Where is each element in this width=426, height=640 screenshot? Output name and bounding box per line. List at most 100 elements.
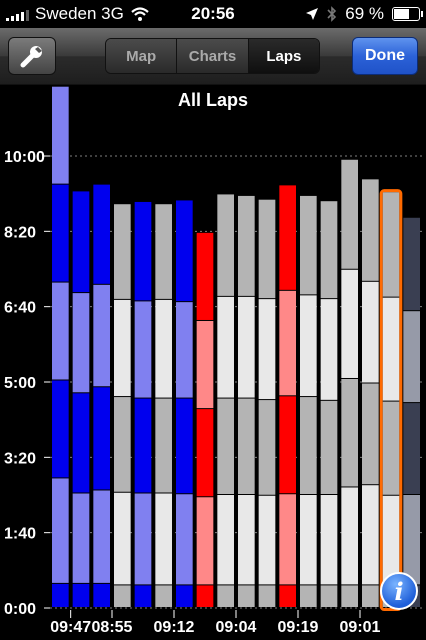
lap-bar-segment[interactable]	[362, 585, 379, 607]
lap-bar-segment[interactable]	[279, 396, 296, 494]
lap-bar-segment[interactable]	[238, 398, 255, 494]
lap-bar-segment[interactable]	[72, 191, 90, 293]
lap-bar-segment[interactable]	[52, 478, 69, 583]
lap-bar-segment[interactable]	[176, 302, 193, 398]
lap-bar-segment[interactable]	[176, 200, 193, 302]
tab-laps[interactable]: Laps	[248, 39, 319, 73]
lap-bar-segment[interactable]	[300, 195, 317, 295]
view-segmented-control: Map Charts Laps	[105, 38, 320, 74]
lap-bar-segment[interactable]	[217, 296, 234, 398]
lap-bar-segment[interactable]	[320, 495, 338, 585]
lap-bar-segment[interactable]	[341, 378, 358, 487]
lap-bar-segment[interactable]	[155, 585, 172, 607]
lap-bar-segment[interactable]	[341, 159, 358, 269]
lap-bar-segment[interactable]	[279, 585, 296, 607]
lap-bar-segment[interactable]	[403, 311, 420, 403]
lap-bar-segment[interactable]	[93, 583, 110, 607]
lap-bar-segment[interactable]	[134, 398, 152, 493]
lap-bar-segment[interactable]	[320, 400, 338, 494]
lap-bar-segment[interactable]	[217, 585, 234, 607]
lap-bar-segment[interactable]	[155, 299, 172, 398]
lap-bar-segment[interactable]	[382, 297, 400, 401]
lap-bar-segment[interactable]	[52, 282, 69, 380]
lap-bar-segment[interactable]	[72, 583, 90, 607]
lap-bar-segment[interactable]	[114, 204, 131, 299]
lap-bar-segment[interactable]	[196, 232, 214, 320]
lap-bar-segment[interactable]	[134, 493, 152, 585]
y-tick-label: 10:00	[4, 149, 45, 166]
lap-bar-segment[interactable]	[362, 383, 379, 485]
lap-bar-segment[interactable]	[403, 217, 420, 311]
lap-bar-segment[interactable]	[300, 495, 317, 585]
lap-bar-segment[interactable]	[279, 290, 296, 396]
lap-bar-segment[interactable]	[93, 490, 110, 583]
lap-bar-segment[interactable]	[72, 493, 90, 583]
lap-bar-segment[interactable]	[176, 585, 193, 607]
lap-bar-segment[interactable]	[362, 485, 379, 585]
lap-bar-segment[interactable]	[258, 299, 276, 400]
tab-charts[interactable]: Charts	[177, 39, 249, 73]
lap-bar-segment[interactable]	[72, 393, 90, 493]
lap-bar-segment[interactable]	[134, 201, 152, 301]
lap-bar-segment[interactable]	[320, 585, 338, 607]
lap-bar-segment[interactable]	[403, 403, 420, 494]
lap-bar-segment[interactable]	[93, 284, 110, 387]
lap-bar-segment[interactable]	[196, 320, 214, 409]
lap-bar-segment[interactable]	[238, 585, 255, 607]
lap-bar-segment[interactable]	[52, 184, 69, 282]
lap-bar-segment[interactable]	[300, 295, 317, 397]
lap-bar-segment[interactable]	[155, 204, 172, 299]
info-icon: i	[394, 576, 404, 606]
lap-bar-segment[interactable]	[72, 293, 90, 393]
chart-title: All Laps	[177, 90, 248, 110]
lap-bar-segment[interactable]	[196, 497, 214, 585]
lap-bar-segment[interactable]	[341, 487, 358, 585]
lap-bar-segment[interactable]	[134, 585, 152, 607]
lap-bar-segment[interactable]	[279, 185, 296, 290]
lap-bar-segment[interactable]	[196, 409, 214, 497]
lap-bar-segment[interactable]	[238, 296, 255, 398]
lap-bar-segment[interactable]	[341, 585, 358, 607]
info-button[interactable]: i	[380, 572, 418, 610]
lap-bar-segment[interactable]	[176, 398, 193, 494]
lap-bar-segment[interactable]	[258, 585, 276, 607]
lap-bar-segment[interactable]	[217, 398, 234, 494]
lap-bar-segment[interactable]	[362, 281, 379, 383]
lap-bar-segment[interactable]	[382, 495, 400, 585]
tab-map[interactable]: Map	[106, 39, 178, 73]
lap-bar-segment[interactable]	[238, 195, 255, 296]
lap-bar-segment[interactable]	[382, 192, 400, 297]
lap-bar-segment[interactable]	[155, 493, 172, 585]
lap-bar-segment[interactable]	[52, 380, 69, 478]
lap-bar-segment[interactable]	[258, 495, 276, 585]
lap-bar-segment[interactable]	[238, 495, 255, 585]
lap-bar-segment[interactable]	[134, 301, 152, 398]
lap-bar-segment[interactable]	[93, 387, 110, 490]
lap-bar-segment[interactable]	[114, 492, 131, 585]
lap-bar-segment[interactable]	[155, 398, 172, 493]
lap-bar-segment[interactable]	[258, 400, 276, 495]
lap-bar-segment[interactable]	[196, 585, 214, 607]
lap-bar-segment[interactable]	[300, 397, 317, 494]
lap-bar-segment[interactable]	[341, 269, 358, 378]
lap-bar-segment[interactable]	[362, 179, 379, 281]
lap-bar-segment[interactable]	[403, 495, 420, 585]
x-tick-label: 09:47	[50, 619, 91, 636]
lap-bar-segment[interactable]	[114, 397, 131, 492]
done-button[interactable]: Done	[352, 37, 418, 75]
lap-bar-segment[interactable]	[93, 184, 110, 284]
lap-bar-segment[interactable]	[52, 86, 69, 184]
lap-bar-segment[interactable]	[176, 494, 193, 585]
lap-bar-segment[interactable]	[320, 299, 338, 400]
lap-bar-segment[interactable]	[300, 585, 317, 607]
lap-bar-segment[interactable]	[258, 199, 276, 299]
lap-bar-segment[interactable]	[114, 585, 131, 607]
settings-button[interactable]	[8, 37, 56, 75]
lap-bar-segment[interactable]	[114, 299, 131, 397]
lap-bar-segment[interactable]	[52, 583, 69, 607]
lap-bar-segment[interactable]	[217, 194, 234, 296]
lap-bar-segment[interactable]	[279, 494, 296, 585]
lap-bar-segment[interactable]	[217, 495, 234, 585]
lap-bar-segment[interactable]	[382, 401, 400, 495]
lap-bar-segment[interactable]	[320, 201, 338, 299]
